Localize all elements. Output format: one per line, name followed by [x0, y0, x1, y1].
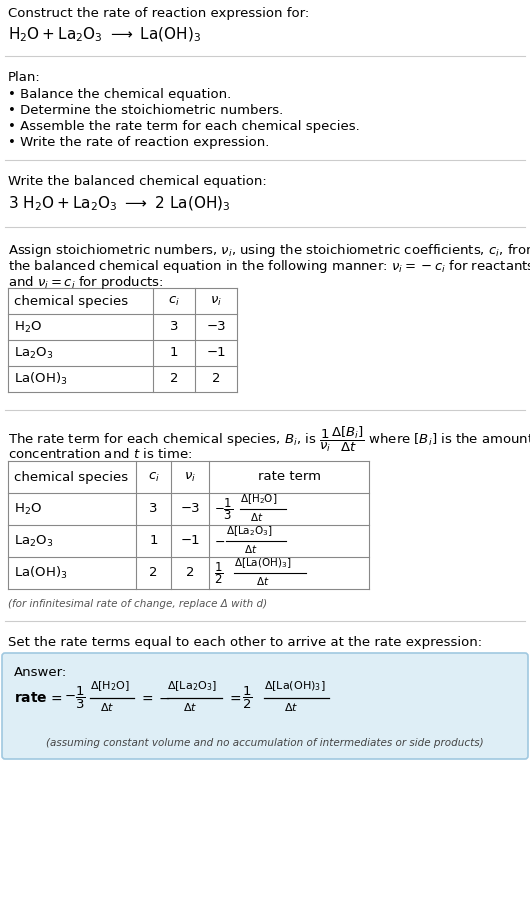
Text: $\dfrac{1}{2}$: $\dfrac{1}{2}$	[214, 561, 224, 586]
Text: • Balance the chemical equation.: • Balance the chemical equation.	[8, 88, 231, 101]
Text: Answer:: Answer:	[14, 666, 67, 679]
Text: $\Delta t$: $\Delta t$	[100, 701, 114, 713]
Text: $\mathrm{La_2O_3}$: $\mathrm{La_2O_3}$	[14, 533, 54, 549]
Text: $c_i$: $c_i$	[168, 295, 180, 308]
Text: $\mathrm{La_2O_3}$: $\mathrm{La_2O_3}$	[14, 346, 54, 360]
Text: The rate term for each chemical species, $B_i$, is $\dfrac{1}{\nu_i}\dfrac{\Delt: The rate term for each chemical species,…	[8, 425, 530, 454]
Text: 1: 1	[149, 534, 158, 548]
Text: 3: 3	[149, 502, 158, 515]
Text: $\mathrm{H_2O + La_2O_3 \ \longrightarrow \ La(OH)_3}$: $\mathrm{H_2O + La_2O_3 \ \longrightarro…	[8, 26, 201, 45]
Text: 2: 2	[170, 372, 178, 386]
Text: 1: 1	[170, 347, 178, 359]
Text: −3: −3	[180, 502, 200, 515]
Text: $\Delta t$: $\Delta t$	[250, 511, 263, 523]
Text: $\mathbf{rate}$: $\mathbf{rate}$	[14, 691, 48, 705]
Text: $\Delta t$: $\Delta t$	[183, 701, 197, 713]
Text: −1: −1	[180, 534, 200, 548]
Text: 2: 2	[186, 567, 195, 580]
Text: $\Delta\mathrm{[H_2O]}$: $\Delta\mathrm{[H_2O]}$	[90, 679, 130, 693]
Text: $\Delta t$: $\Delta t$	[244, 543, 258, 555]
Text: $c_i$: $c_i$	[147, 470, 160, 483]
Text: Plan:: Plan:	[8, 71, 41, 84]
Text: Construct the rate of reaction expression for:: Construct the rate of reaction expressio…	[8, 7, 309, 20]
Text: concentration and $t$ is time:: concentration and $t$ is time:	[8, 447, 192, 461]
Text: 2: 2	[149, 567, 158, 580]
Text: −1: −1	[206, 347, 226, 359]
Text: $\Delta\mathrm{[La(OH)_3]}$: $\Delta\mathrm{[La(OH)_3]}$	[264, 679, 325, 693]
Text: $\mathrm{H_2O}$: $\mathrm{H_2O}$	[14, 501, 42, 517]
Text: Assign stoichiometric numbers, $\nu_i$, using the stoichiometric coefficients, $: Assign stoichiometric numbers, $\nu_i$, …	[8, 242, 530, 259]
Text: $-$: $-$	[214, 534, 225, 548]
Text: $-\dfrac{1}{3}$: $-\dfrac{1}{3}$	[214, 496, 233, 521]
Text: $\Delta\mathrm{[H_2O]}$: $\Delta\mathrm{[H_2O]}$	[240, 492, 277, 506]
Text: $\Delta t$: $\Delta t$	[256, 575, 269, 587]
Text: the balanced chemical equation in the following manner: $\nu_i = -c_i$ for react: the balanced chemical equation in the fo…	[8, 258, 530, 275]
Text: $\nu_i$: $\nu_i$	[184, 470, 196, 483]
Text: 2: 2	[212, 372, 220, 386]
Text: $\nu_i$: $\nu_i$	[210, 295, 222, 308]
Text: (for infinitesimal rate of change, replace Δ with d): (for infinitesimal rate of change, repla…	[8, 599, 267, 609]
Text: • Write the rate of reaction expression.: • Write the rate of reaction expression.	[8, 136, 269, 149]
Text: Write the balanced chemical equation:: Write the balanced chemical equation:	[8, 175, 267, 188]
Text: $\Delta\mathrm{[La_2O_3]}$: $\Delta\mathrm{[La_2O_3]}$	[226, 524, 273, 538]
Text: $\mathrm{3\ H_2O + La_2O_3 \ \longrightarrow \ 2\ La(OH)_3}$: $\mathrm{3\ H_2O + La_2O_3 \ \longrighta…	[8, 195, 231, 214]
FancyBboxPatch shape	[2, 653, 528, 759]
Text: Set the rate terms equal to each other to arrive at the rate expression:: Set the rate terms equal to each other t…	[8, 636, 482, 649]
Text: and $\nu_i = c_i$ for products:: and $\nu_i = c_i$ for products:	[8, 274, 164, 291]
Text: $=$: $=$	[48, 691, 63, 705]
Text: • Determine the stoichiometric numbers.: • Determine the stoichiometric numbers.	[8, 104, 283, 117]
Text: −3: −3	[206, 320, 226, 333]
Text: $\mathrm{La(OH)_3}$: $\mathrm{La(OH)_3}$	[14, 565, 67, 581]
Text: $=$: $=$	[227, 691, 242, 705]
Text: rate term: rate term	[258, 470, 321, 483]
Text: $\Delta t$: $\Delta t$	[284, 701, 298, 713]
Text: chemical species: chemical species	[14, 295, 128, 308]
Text: $\Delta\mathrm{[La_2O_3]}$: $\Delta\mathrm{[La_2O_3]}$	[167, 679, 217, 693]
Text: chemical species: chemical species	[14, 470, 128, 483]
Text: $= -$: $= -$	[139, 691, 171, 705]
Text: $\dfrac{1}{2}$: $\dfrac{1}{2}$	[242, 685, 252, 711]
Text: $\mathrm{La(OH)_3}$: $\mathrm{La(OH)_3}$	[14, 371, 67, 387]
Text: • Assemble the rate term for each chemical species.: • Assemble the rate term for each chemic…	[8, 120, 360, 133]
Text: $-\dfrac{1}{3}$: $-\dfrac{1}{3}$	[64, 685, 85, 711]
Text: (assuming constant volume and no accumulation of intermediates or side products): (assuming constant volume and no accumul…	[46, 738, 484, 748]
Text: $\mathrm{H_2O}$: $\mathrm{H_2O}$	[14, 319, 42, 335]
Text: $\Delta\mathrm{[La(OH)_3]}$: $\Delta\mathrm{[La(OH)_3]}$	[234, 556, 292, 570]
Text: 3: 3	[170, 320, 178, 333]
